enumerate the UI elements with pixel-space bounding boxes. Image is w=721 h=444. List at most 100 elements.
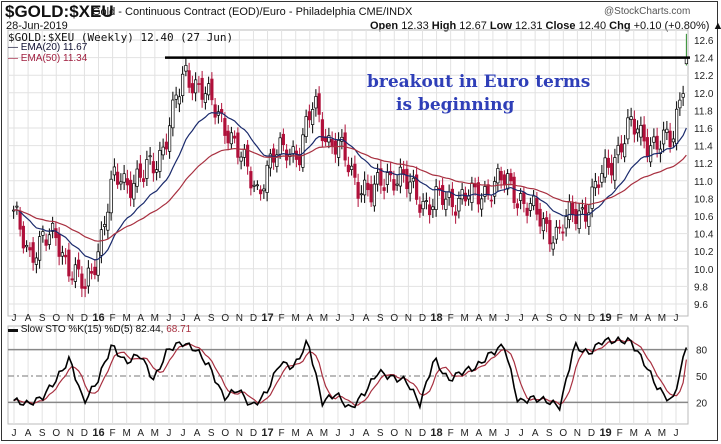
stockcharts-credit: @StockCharts.com xyxy=(604,6,691,17)
low-label: Low xyxy=(489,20,512,32)
candle-body xyxy=(450,188,454,208)
candle-body xyxy=(132,183,136,200)
y-tick-label: 10.4 xyxy=(694,230,714,241)
sto-panel xyxy=(7,325,689,425)
x-tick-label: F xyxy=(110,313,116,324)
candle-body xyxy=(392,179,396,191)
candle-body xyxy=(363,179,367,196)
candle-body xyxy=(382,187,386,191)
candle-body xyxy=(597,184,601,188)
candle-body xyxy=(18,211,22,230)
candle-body xyxy=(138,163,142,178)
legend-sto-d: 68.71 xyxy=(166,324,192,335)
x-tick-label: N xyxy=(67,313,74,324)
x-tick-label: J xyxy=(674,313,679,324)
candle-body xyxy=(41,231,45,236)
candle-body xyxy=(493,181,497,197)
close-value: 12.40 xyxy=(578,20,607,32)
x-tick-label: A xyxy=(137,428,144,439)
x-tick-label: A xyxy=(194,428,201,439)
x-tick-label: S xyxy=(208,313,215,324)
x-tick-label: J xyxy=(519,313,524,324)
candle-body xyxy=(580,207,584,210)
candle-body xyxy=(525,207,529,216)
x-tick-label: J xyxy=(181,428,186,439)
x-tick-label: O xyxy=(221,428,229,439)
candle-body xyxy=(207,83,211,96)
candle-body xyxy=(164,141,168,150)
sto-k-line xyxy=(13,335,688,412)
candle-body xyxy=(259,189,263,195)
candle-body xyxy=(210,78,214,101)
candle-body xyxy=(197,83,201,85)
x-tick-label: A xyxy=(363,313,370,324)
candle-body xyxy=(125,178,129,186)
x-tick-label: M xyxy=(123,313,131,324)
ema20-line xyxy=(13,111,687,261)
candle-body xyxy=(213,104,217,118)
candle-body xyxy=(369,184,373,203)
x-tick-label: M xyxy=(123,428,131,439)
x-tick-label: F xyxy=(617,313,623,324)
candle-body xyxy=(203,93,207,103)
x-tick-label: M xyxy=(489,313,497,324)
candle-body xyxy=(51,222,55,232)
candle-body xyxy=(184,65,188,72)
x-tick-label: M xyxy=(151,428,159,439)
candle-body xyxy=(515,203,519,209)
candle-body xyxy=(90,271,94,274)
x-tick-label: O xyxy=(559,313,567,324)
candle-body xyxy=(109,178,113,214)
y-tick-label: 12.0 xyxy=(694,89,714,100)
candle-body xyxy=(93,266,97,276)
candle-body xyxy=(519,193,523,201)
candle-body xyxy=(265,164,269,193)
candle-body xyxy=(632,118,636,135)
candle-body xyxy=(307,111,311,121)
candle-body xyxy=(639,124,643,138)
candle-body xyxy=(476,182,480,205)
legend-sto-text: Slow STO %K(15) %D(5) 82.44, xyxy=(20,324,164,335)
candle-body xyxy=(21,225,25,249)
sto-level-label: 20 xyxy=(696,398,708,409)
candle-body xyxy=(551,242,555,250)
candle-body xyxy=(246,144,250,167)
open-label: Open xyxy=(370,20,399,32)
candle-body xyxy=(681,93,685,98)
x-tick-label: D xyxy=(419,428,426,439)
legend-ema50: — EMA(50) 11.34 xyxy=(8,53,88,64)
candle-body xyxy=(496,168,500,184)
candle-body xyxy=(200,77,204,100)
candle-body xyxy=(116,171,120,185)
candle-body xyxy=(298,154,302,166)
candle-body xyxy=(671,138,675,143)
candle-body xyxy=(457,198,461,212)
x-tick-label: F xyxy=(279,313,285,324)
candle-body xyxy=(346,164,350,173)
candle-body xyxy=(590,186,594,209)
candle-body xyxy=(649,145,653,163)
candle-body xyxy=(652,136,656,143)
low-value: 12.31 xyxy=(514,20,543,32)
x-tick-label: J xyxy=(12,428,17,439)
candle-body xyxy=(463,192,467,202)
candle-body xyxy=(255,184,259,187)
candle-body xyxy=(506,173,510,190)
x-tick-label: J xyxy=(335,313,340,324)
candle-body xyxy=(645,137,649,157)
candle-body xyxy=(337,140,341,158)
candle-body xyxy=(229,132,233,145)
y-tick-label: 12.4 xyxy=(694,54,714,65)
x-tick-label: J xyxy=(335,428,340,439)
candle-body xyxy=(441,185,445,205)
candle-body xyxy=(545,217,549,224)
candle-body xyxy=(379,168,383,186)
x-tick-label: O xyxy=(221,313,229,324)
candle-body xyxy=(181,73,185,96)
candle-body xyxy=(584,204,588,222)
candle-body xyxy=(489,199,493,202)
x-tick-label: N xyxy=(574,428,581,439)
candle-body xyxy=(372,183,376,207)
candle-body xyxy=(385,172,389,185)
candle-body xyxy=(662,129,666,145)
